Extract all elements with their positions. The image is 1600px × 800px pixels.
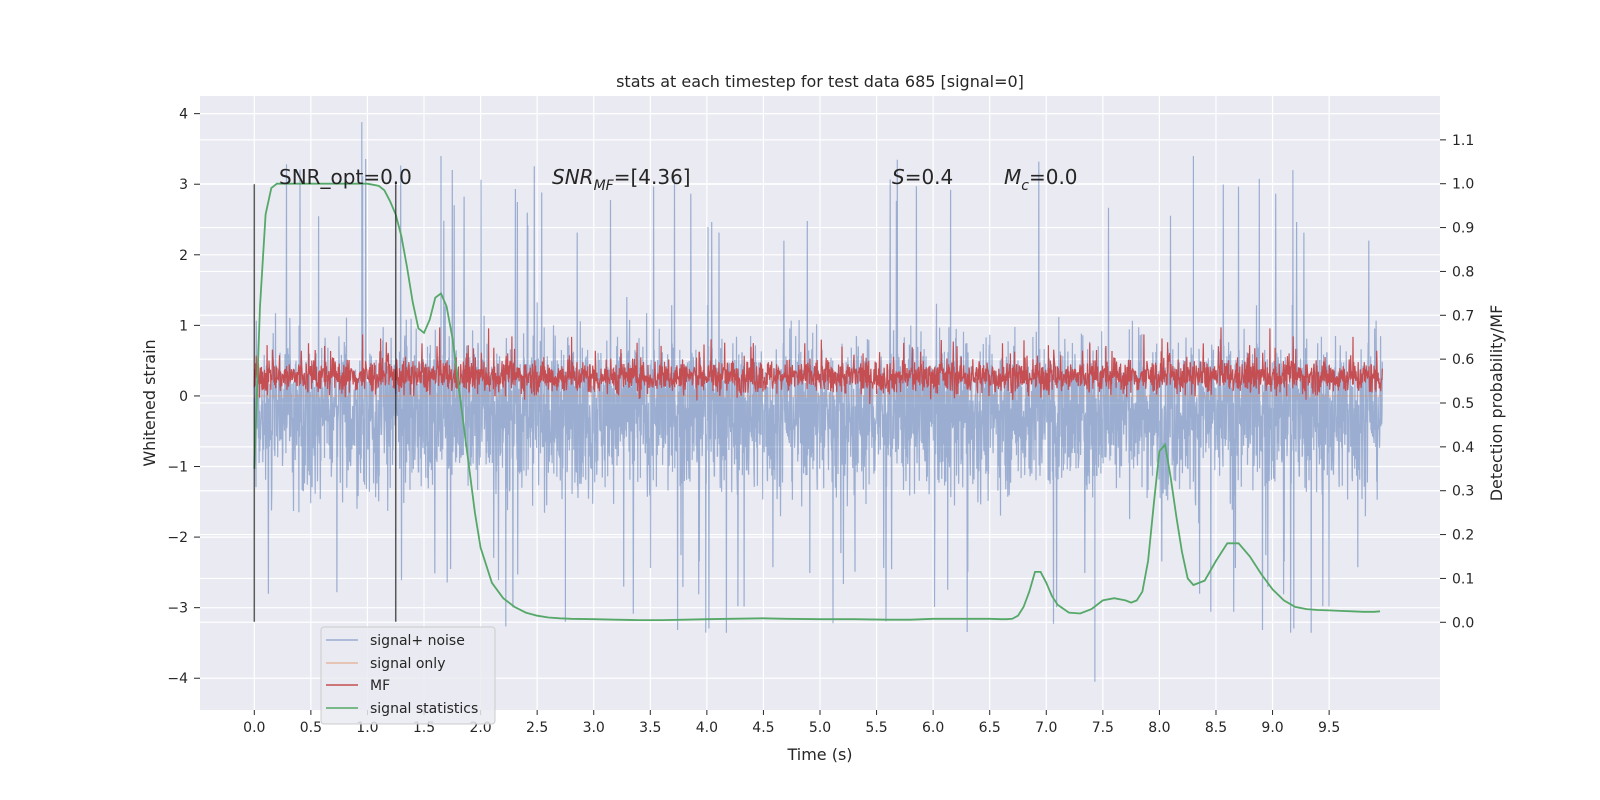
chart-title: stats at each timestep for test data 685… — [616, 72, 1024, 91]
right-y-tick-label: 0.1 — [1452, 571, 1474, 587]
legend-label-signal-only: signal only — [370, 656, 445, 672]
x-tick-label: 3.5 — [639, 720, 661, 736]
right-y-tick-label: 1.0 — [1452, 177, 1474, 193]
x-tick-label: 5.0 — [809, 720, 831, 736]
x-tick-label: 9.5 — [1318, 720, 1340, 736]
y-tick-label: 0 — [179, 389, 188, 405]
x-axis-label: Time (s) — [786, 745, 852, 764]
right-y-tick-label: 0.7 — [1452, 308, 1474, 324]
right-y-tick-label: 0.2 — [1452, 528, 1474, 544]
legend: signal+ noise signal only MF signal stat… — [320, 626, 496, 725]
x-tick-label: 0.5 — [300, 720, 322, 736]
y-axis-label: Whitened strain — [140, 339, 159, 466]
right-y-tick-label: 0.6 — [1452, 352, 1474, 368]
mf-line — [253, 327, 1383, 405]
mc-subscript: c — [1021, 178, 1029, 194]
y-ticks: 4 3 2 1 0 −1 −2 −3 −4 — [167, 107, 200, 687]
right-y-axis-label: Detection probability/MF — [1487, 305, 1506, 502]
y-tick-label: 4 — [179, 107, 188, 123]
legend-label-mf: MF — [370, 678, 390, 694]
y-tick-label: −2 — [167, 530, 188, 546]
x-tick-label: 7.5 — [1092, 720, 1114, 736]
legend-label-signal-noise: signal+ noise — [370, 633, 465, 649]
snr-opt-annotation: SNR_opt=0.0 — [279, 165, 412, 189]
right-y-tick-label: 0.8 — [1452, 264, 1474, 280]
right-y-tick-label: 0.5 — [1452, 396, 1474, 412]
x-ticks: 0.0 0.5 1.0 1.5 2.0 2.5 3.0 3.5 4.0 4.5 5.0 5.5 6.0 6… — [243, 710, 1340, 736]
mf-series — [253, 327, 1383, 405]
snr-mf-name: SNR — [552, 165, 594, 189]
right-y-tick-label: 0.4 — [1452, 440, 1474, 456]
right-y-tick-label: 0.9 — [1452, 221, 1474, 237]
x-tick-label: 4.5 — [752, 720, 774, 736]
x-tick-label: 7.0 — [1035, 720, 1057, 736]
signal-noise-series — [253, 122, 1383, 682]
mc-name: M — [1004, 165, 1021, 189]
right-y-tick-label: 0.0 — [1452, 615, 1474, 631]
y-tick-label: 3 — [179, 177, 188, 193]
legend-box — [320, 626, 496, 725]
signal-noise-line — [253, 122, 1383, 682]
snr-mf-value: =[4.36] — [614, 165, 691, 189]
x-tick-label: 4.0 — [696, 720, 718, 736]
snr-mf-annotation: SNRMF=[4.36] — [552, 165, 691, 194]
s-value: =0.4 — [905, 165, 954, 189]
right-y-ticks: 1.1 1.0 0.9 0.8 0.7 0.6 0.5 0.4 0.3 0.2 0.1 0.0 — [1440, 133, 1474, 631]
y-tick-label: −1 — [167, 460, 188, 476]
s-annotation: S=0.4 — [892, 165, 953, 189]
snr-mf-subscript: MF — [594, 178, 615, 194]
x-tick-label: 5.5 — [865, 720, 887, 736]
right-y-tick-label: 0.3 — [1452, 484, 1474, 500]
x-tick-label: 0.0 — [243, 720, 265, 736]
y-tick-label: −3 — [167, 601, 188, 617]
x-tick-label: 3.0 — [583, 720, 605, 736]
vertical-markers — [253, 184, 397, 622]
mc-annotation: Mc=0.0 — [1004, 165, 1078, 194]
mc-value: =0.0 — [1029, 165, 1078, 189]
right-y-tick-label: 1.1 — [1452, 133, 1474, 149]
x-tick-label: 6.5 — [979, 720, 1001, 736]
x-tick-label: 8.0 — [1148, 720, 1170, 736]
signal-statistics-line — [253, 182, 1381, 621]
y-tick-label: 1 — [179, 318, 188, 334]
x-tick-label: 9.0 — [1261, 720, 1283, 736]
legend-label-signal-statistics: signal statistics — [370, 701, 478, 717]
y-tick-label: −4 — [167, 671, 188, 687]
signal-statistics-series — [253, 182, 1381, 621]
x-tick-label: 8.5 — [1205, 720, 1227, 736]
y-tick-label: 2 — [179, 248, 188, 264]
s-name: S — [892, 165, 905, 189]
x-tick-label: 6.0 — [922, 720, 944, 736]
x-tick-label: 2.5 — [526, 720, 548, 736]
